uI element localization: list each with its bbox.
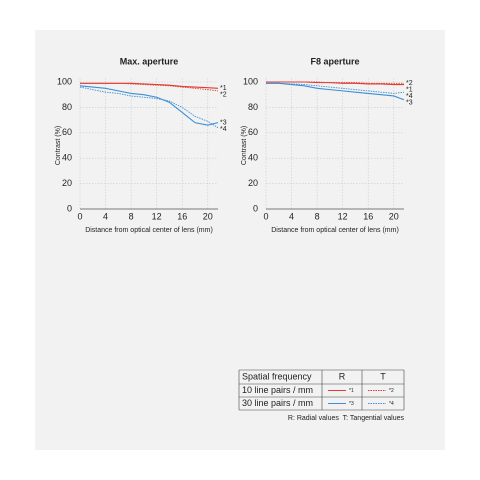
x-tick-label: 20 [389,211,399,221]
y-tick-label: 60 [62,127,72,137]
table-row-label: 30 line pairs / mm [242,398,313,408]
y-tick-label: 100 [57,76,72,86]
y-tick-label: 20 [62,178,72,188]
y-tick-label: 0 [253,203,258,213]
series-end-label: *4 [220,126,227,133]
x-tick-label: 12 [152,211,162,221]
series-line [79,86,219,129]
legend-label: *3 [349,401,354,407]
panel [35,30,445,450]
y-tick-label: 80 [248,102,258,112]
chart-title: Max. aperture [120,56,179,66]
legend-label: *1 [349,388,354,394]
legend-label: *2 [389,388,394,394]
series-line [266,81,404,84]
x-tick-label: 8 [129,211,134,221]
table-header: R [339,371,346,381]
series-line [266,82,405,101]
series-line [80,82,219,92]
x-tick-label: 12 [338,211,348,221]
y-tick-label: 40 [248,153,258,163]
x-axis-label: Distance from optical center of lens (mm… [271,227,399,234]
series-end-label: *2 [406,80,413,87]
series-end-label: *1 [220,85,227,92]
x-tick-label: 16 [363,211,373,221]
y-tick-label: 20 [248,178,258,188]
chart-title: F8 aperture [310,56,359,66]
series-line [79,85,219,126]
series-end-label: *1 [406,87,413,94]
series-end-label: *2 [220,92,227,99]
x-axis-label: Distance from optical center of lens (mm… [85,227,213,234]
y-axis-label: Contrast (%) [241,126,248,165]
legend-label: *4 [389,401,394,407]
y-tick-label: 100 [243,76,258,86]
series-end-label: *3 [406,100,413,107]
series-end-label: *3 [220,119,227,126]
y-tick-label: 80 [62,102,72,112]
x-tick-label: 8 [315,211,320,221]
x-tick-label: 0 [263,211,268,221]
table-row-label: 10 line pairs / mm [242,385,313,395]
y-tick-label: 40 [62,153,72,163]
table-header: Spatial frequency [242,371,312,381]
y-axis-label: Contrast (%) [55,126,62,165]
x-tick-label: 20 [203,211,213,221]
y-tick-label: 60 [248,127,258,137]
x-tick-label: 0 [77,211,82,221]
x-tick-label: 4 [289,211,294,221]
y-tick-label: 0 [67,203,72,213]
table-header: T [380,371,386,381]
x-tick-label: 16 [177,211,187,221]
x-tick-label: 4 [103,211,108,221]
series-end-label: *4 [406,93,413,100]
series-line [266,82,405,94]
table-note: R: Radial values T: Tangential values [288,415,405,422]
